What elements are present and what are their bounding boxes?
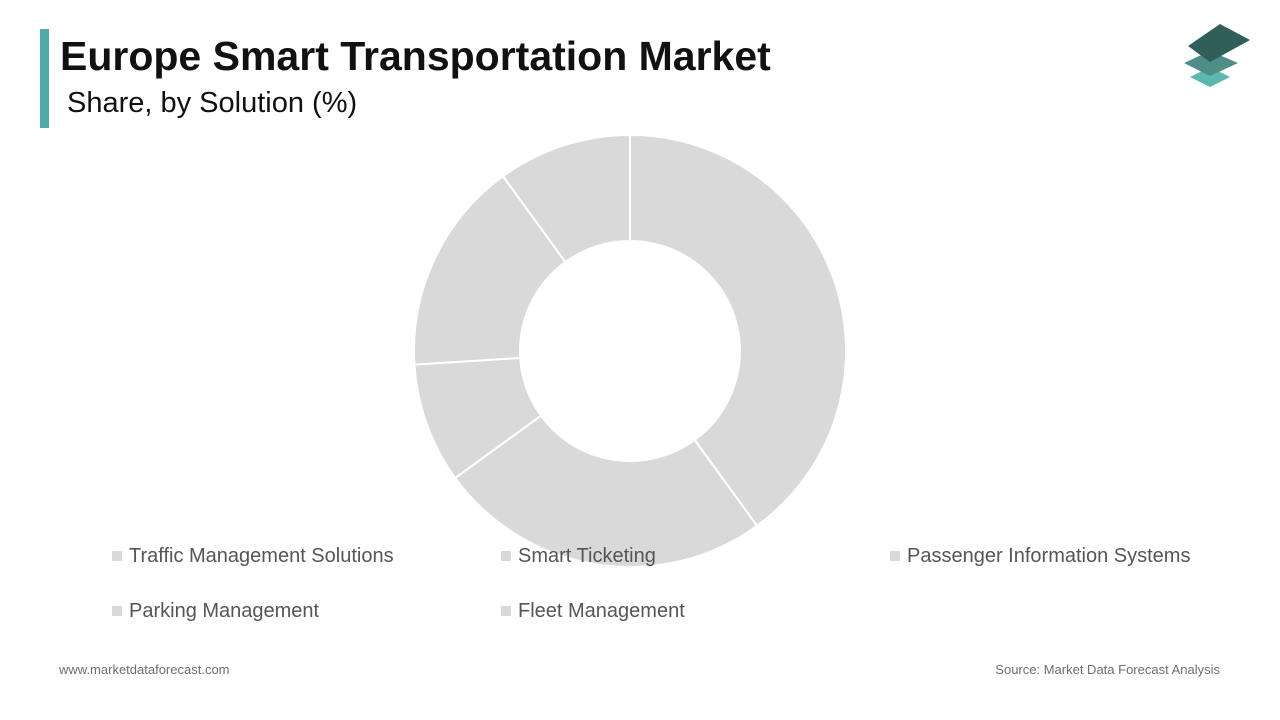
legend-label: Passenger Information Systems <box>907 544 1191 567</box>
legend-swatch <box>501 551 511 561</box>
legend-item: Traffic Management Solutions <box>112 543 394 569</box>
legend-item: Smart Ticketing <box>501 543 656 569</box>
legend-item: Passenger Information Systems <box>890 543 1190 569</box>
donut-slice-parking-management <box>413 174 567 366</box>
footer-source: Source: Market Data Forecast Analysis <box>995 662 1220 677</box>
logo-layer-bottom <box>1190 67 1230 87</box>
footer-website: www.marketdataforecast.com <box>59 662 230 677</box>
logo-layer-top <box>1188 24 1250 62</box>
layered-stack-icon <box>1184 24 1250 87</box>
chart-subtitle: Share, by Solution (%) <box>67 87 358 119</box>
legend-swatch <box>890 551 900 561</box>
legend-label: Smart Ticketing <box>518 544 656 567</box>
donut-slice-smart-ticketing <box>453 414 759 568</box>
title-accent-bar <box>40 29 49 128</box>
legend-label: Traffic Management Solutions <box>129 544 394 567</box>
chart-title: Europe Smart Transportation Market <box>60 33 771 79</box>
donut-slice-fleet-management <box>501 133 631 264</box>
legend-item: Parking Management <box>112 598 319 624</box>
donut-slice-traffic-management-solutions <box>629 133 847 528</box>
legend-swatch <box>112 551 122 561</box>
legend-item: Fleet Management <box>501 598 685 624</box>
legend-swatch <box>112 606 122 616</box>
logo-layer-middle <box>1184 51 1238 76</box>
donut-slices <box>413 133 847 568</box>
legend-label: Parking Management <box>129 599 320 622</box>
legend-swatch <box>501 606 511 616</box>
legend-label: Fleet Management <box>518 599 685 622</box>
